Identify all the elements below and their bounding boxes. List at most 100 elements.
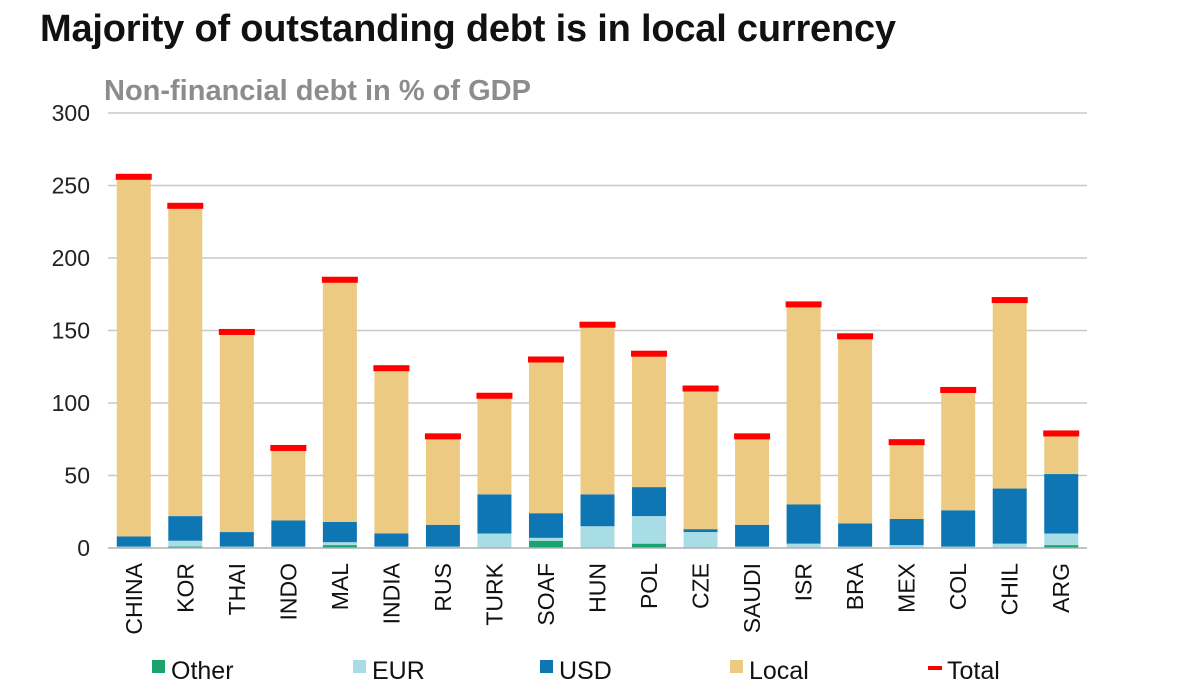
bar-segment-local xyxy=(786,305,821,505)
legend-swatch-eur xyxy=(353,660,366,673)
total-marker xyxy=(476,392,513,399)
x-tick-label: RUS xyxy=(430,563,456,612)
bar-group-saudi xyxy=(735,437,770,548)
x-tick-label: MEX xyxy=(894,563,920,613)
x-tick-label: ARG xyxy=(1048,563,1074,613)
bar-segment-local xyxy=(168,207,203,517)
bar-segment-local xyxy=(322,281,357,522)
bar-segment-usd xyxy=(322,521,357,543)
bar-segment-local xyxy=(477,397,512,495)
legend-label-eur: EUR xyxy=(372,657,425,685)
total-marker xyxy=(218,328,255,335)
bar-segment-usd xyxy=(838,523,873,547)
bar-segment-eur xyxy=(580,526,615,548)
bar-segment-usd xyxy=(786,504,821,544)
bar-segment-local xyxy=(683,389,718,530)
bar-segment-eur xyxy=(1044,533,1079,546)
x-tick-label: TURK xyxy=(481,562,507,625)
bar-group-turk xyxy=(477,397,512,548)
bar-group-chil xyxy=(992,301,1027,548)
total-marker xyxy=(991,297,1028,304)
bar-group-india xyxy=(374,369,409,548)
bar-segment-other xyxy=(528,540,563,548)
bar-group-bra xyxy=(838,337,873,548)
legend-swatch-usd xyxy=(540,660,553,673)
bar-segment-usd xyxy=(683,529,718,533)
bar-segment-other xyxy=(322,545,357,548)
bar-segment-eur xyxy=(683,532,718,548)
legend-label-other: Other xyxy=(171,657,234,685)
bar-segment-eur xyxy=(528,537,563,541)
total-marker xyxy=(527,356,564,363)
bar-segment-usd xyxy=(992,488,1027,544)
legend-swatch-other xyxy=(152,660,165,673)
bar-segment-local xyxy=(580,327,615,495)
x-tick-label: HUN xyxy=(585,563,611,613)
y-tick-label: 200 xyxy=(52,245,90,271)
y-tick-label: 0 xyxy=(77,535,90,561)
bar-segment-usd xyxy=(374,533,409,547)
bar-group-mal xyxy=(322,281,357,548)
legend-swatch-local xyxy=(730,660,743,673)
total-marker xyxy=(1043,430,1080,437)
bar-segment-usd xyxy=(735,524,770,547)
total-marker xyxy=(785,301,822,308)
total-marker xyxy=(888,439,925,446)
bar-segment-usd xyxy=(116,536,151,547)
total-marker xyxy=(115,173,152,180)
bar-group-indo xyxy=(271,449,306,548)
y-tick-label: 250 xyxy=(52,173,90,199)
total-marker xyxy=(270,444,307,451)
bar-group-pol xyxy=(632,355,667,548)
x-tick-label: INDIA xyxy=(378,562,404,624)
bar-group-isr xyxy=(786,305,821,548)
x-tick-label: SOAF xyxy=(533,563,559,626)
bar-segment-other xyxy=(1044,545,1079,548)
legend-label-local: Local xyxy=(749,657,809,685)
bar-group-cze xyxy=(683,389,718,548)
bar-segment-other xyxy=(632,543,667,548)
x-tick-label: COL xyxy=(945,563,971,611)
bar-group-thai xyxy=(219,333,254,548)
total-marker xyxy=(940,386,977,393)
bar-segment-local xyxy=(838,337,873,524)
x-tick-label: MAL xyxy=(327,563,353,611)
chart-title: Majority of outstanding debt is in local… xyxy=(40,8,896,50)
bar-segment-usd xyxy=(219,532,254,547)
x-tick-label: SAUDI xyxy=(739,563,765,633)
y-tick-label: 50 xyxy=(64,463,90,489)
x-tick-label: KOR xyxy=(172,563,198,613)
bar-segment-usd xyxy=(1044,474,1079,534)
bar-group-col xyxy=(941,391,976,548)
bar-group-soaf xyxy=(528,360,563,548)
total-marker xyxy=(682,385,719,392)
bar-segment-usd xyxy=(271,520,306,547)
bar-segment-usd xyxy=(477,494,512,534)
x-tick-label: CHINA xyxy=(121,562,147,634)
bar-segment-usd xyxy=(425,524,460,547)
total-marker xyxy=(373,365,410,372)
legend: Other EUR USD Local Total xyxy=(152,657,1000,685)
bar-segment-local xyxy=(116,178,151,537)
bar-segment-usd xyxy=(168,516,203,541)
bar-segment-usd xyxy=(889,519,924,546)
x-tick-label: POL xyxy=(636,563,662,609)
bar-segment-eur xyxy=(889,545,924,548)
bar-segment-usd xyxy=(941,510,976,547)
total-markers xyxy=(115,173,1080,451)
bar-segment-eur xyxy=(632,516,667,544)
bar-segment-local xyxy=(735,437,770,525)
bar-group-arg xyxy=(1044,433,1079,548)
bar-segment-usd xyxy=(528,513,563,538)
bar-group-hun xyxy=(580,327,615,548)
bar-segment-usd xyxy=(632,487,667,517)
x-axis: CHINA KOR THAI INDO MAL INDIA RUS TURK SOAF HUN PO… xyxy=(108,547,1087,635)
legend-label-usd: USD xyxy=(559,657,612,685)
bars xyxy=(116,178,1079,548)
y-tick-label: 300 xyxy=(52,100,90,126)
bar-group-china xyxy=(116,178,151,548)
bar-segment-local xyxy=(992,301,1027,489)
total-marker xyxy=(837,333,874,340)
